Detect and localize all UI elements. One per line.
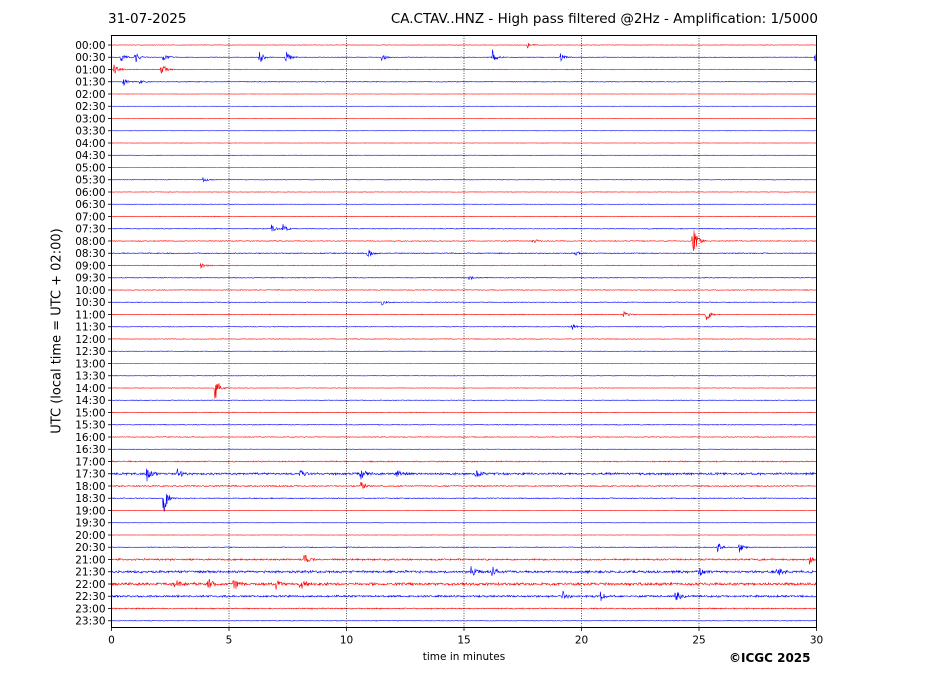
- y-tick-label: 16:30: [75, 444, 105, 456]
- x-tick-label: 25: [692, 635, 705, 647]
- y-tick-label: 00:30: [75, 52, 105, 64]
- y-tick-label: 03:30: [75, 126, 105, 138]
- y-tick-label: 00:00: [75, 40, 105, 52]
- trace-1100: [111, 310, 817, 321]
- trace-0130: [111, 79, 817, 87]
- trace-0530: [111, 177, 817, 183]
- x-tick-label: 10: [340, 635, 353, 647]
- y-tick-label: 22:00: [75, 579, 105, 591]
- trace-1000: [111, 289, 817, 291]
- y-tick-label: 06:00: [75, 187, 105, 199]
- y-tick-label: 23:30: [75, 616, 105, 628]
- trace-0000: [111, 43, 817, 49]
- y-tick-label: 03:00: [75, 113, 105, 125]
- y-tick-label: 16:00: [75, 432, 105, 444]
- trace-1600: [111, 436, 817, 438]
- y-tick-label: 17:30: [75, 469, 105, 481]
- trace-0600: [111, 191, 817, 193]
- x-tick-label: 20: [575, 635, 588, 647]
- y-tick-label: 05:30: [75, 175, 105, 187]
- y-tick-label: 17:00: [75, 456, 105, 468]
- trace-1800: [111, 481, 817, 490]
- y-tick-label: 15:30: [75, 420, 105, 432]
- y-tick-label: 09:30: [75, 273, 105, 285]
- trace-0030: [111, 49, 817, 63]
- y-tick-label: 20:00: [75, 530, 105, 542]
- y-ticks-group: 00:0000:3001:0001:3002:0002:3003:0003:30…: [75, 40, 112, 628]
- trace-1030: [111, 300, 817, 306]
- chart-title: CA.CTAV..HNZ - High pass filtered @2Hz -…: [390, 11, 818, 27]
- y-tick-label: 04:00: [75, 138, 105, 150]
- y-tick-label: 04:30: [75, 150, 105, 162]
- y-tick-label: 02:30: [75, 101, 105, 113]
- x-tick-label: 15: [457, 635, 470, 647]
- y-tick-label: 10:00: [75, 285, 105, 297]
- y-tick-label: 21:00: [75, 554, 105, 566]
- x-tick-label: 0: [108, 635, 115, 647]
- x-ticks-group: 0 5 10 15 20 25 30: [108, 627, 823, 647]
- y-tick-label: 11:30: [75, 322, 105, 334]
- y-tick-label: 21:30: [75, 567, 105, 579]
- trace-1130: [111, 324, 817, 330]
- y-tick-label: 08:00: [75, 236, 105, 248]
- y-tick-label: 11:00: [75, 309, 105, 321]
- trace-0730: [111, 224, 817, 232]
- copyright-label: ©ICGC 2025: [729, 651, 811, 665]
- y-tick-label: 01:00: [75, 64, 105, 76]
- trace-1730: [111, 468, 817, 482]
- y-tick-label: 14:00: [75, 383, 105, 395]
- x-tick-label: 5: [226, 635, 233, 647]
- trace-0100: [111, 64, 817, 74]
- y-tick-label: 07:00: [75, 211, 105, 223]
- y-tick-label: 13:00: [75, 358, 105, 370]
- traces-group: [111, 43, 817, 622]
- date-label: 31-07-2025: [108, 11, 187, 27]
- y-tick-label: 22:30: [75, 591, 105, 603]
- y-tick-label: 19:00: [75, 505, 105, 517]
- y-tick-label: 15:00: [75, 407, 105, 419]
- y-tick-label: 09:00: [75, 260, 105, 272]
- y-tick-label: 18:30: [75, 493, 105, 505]
- y-tick-label: 05:00: [75, 162, 105, 174]
- trace-1430: [111, 399, 817, 401]
- y-tick-label: 06:30: [75, 199, 105, 211]
- y-tick-label: 12:00: [75, 334, 105, 346]
- y-tick-label: 02:00: [75, 89, 105, 101]
- y-tick-label: 10:30: [75, 297, 105, 309]
- trace-1500: [111, 411, 817, 414]
- y-tick-label: 18:00: [75, 481, 105, 493]
- x-axis-label: time in minutes: [422, 651, 506, 663]
- y-tick-label: 13:30: [75, 371, 105, 383]
- trace-1630: [111, 448, 817, 450]
- x-tick-label: 30: [810, 635, 823, 647]
- trace-2030: [111, 543, 817, 553]
- trace-0630: [111, 203, 817, 205]
- y-tick-label: 07:30: [75, 224, 105, 236]
- y-tick-label: 08:30: [75, 248, 105, 260]
- y-tick-label: 01:30: [75, 77, 105, 89]
- y-tick-label: 14:30: [75, 395, 105, 407]
- y-tick-label: 20:30: [75, 542, 105, 554]
- grid-group: [228, 35, 700, 628]
- y-tick-label: 23:00: [75, 603, 105, 615]
- y-tick-label: 12:30: [75, 346, 105, 358]
- y-tick-label: 19:30: [75, 518, 105, 530]
- trace-1530: [111, 423, 817, 426]
